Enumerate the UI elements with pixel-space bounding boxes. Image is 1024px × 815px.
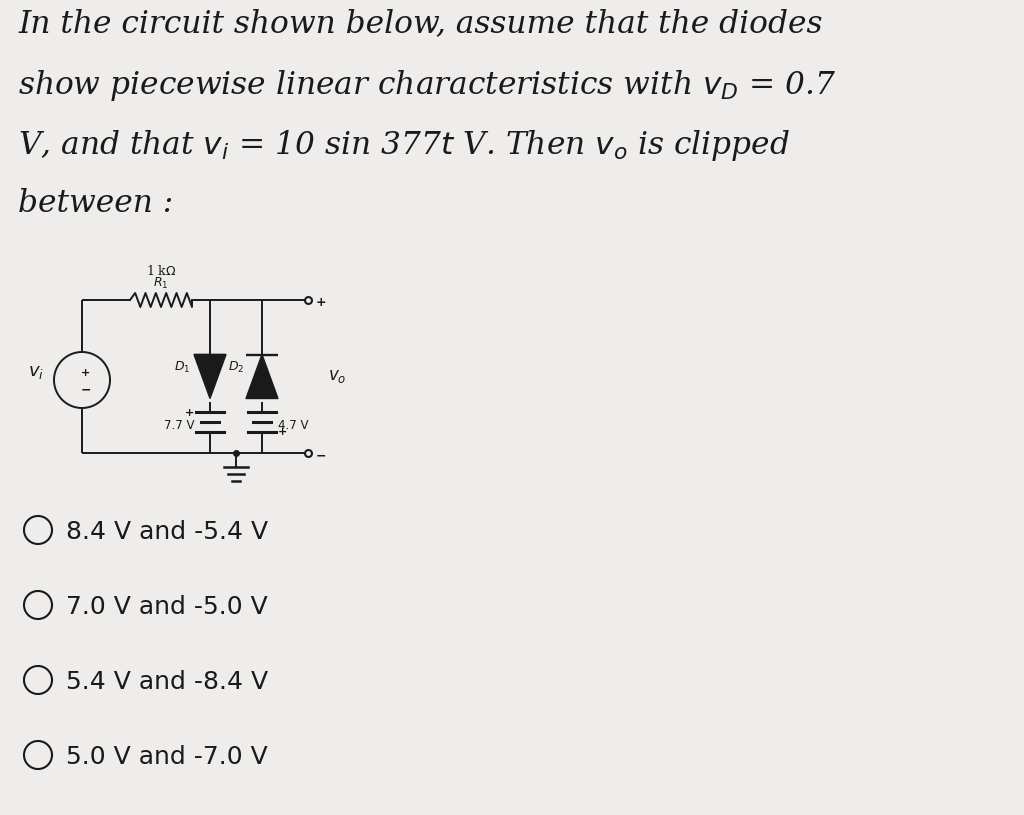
Text: +: +	[278, 427, 288, 438]
Text: In the circuit shown below, assume that the diodes: In the circuit shown below, assume that …	[18, 8, 822, 39]
Text: $D_2$: $D_2$	[227, 359, 244, 375]
Text: between :: between :	[18, 188, 173, 219]
Text: 8.4 V and -5.4 V: 8.4 V and -5.4 V	[66, 520, 268, 544]
Text: $D_1$: $D_1$	[174, 359, 190, 375]
Text: 5.4 V and -8.4 V: 5.4 V and -8.4 V	[66, 670, 268, 694]
Text: 4.7 V: 4.7 V	[278, 419, 308, 432]
Text: $v_i$: $v_i$	[28, 363, 44, 381]
Text: 7.7 V: 7.7 V	[164, 419, 194, 432]
Text: 7.0 V and -5.0 V: 7.0 V and -5.0 V	[66, 595, 267, 619]
Text: V, and that $v_i$ = 10 sin 377$t$ V. Then $v_o$ is clipped: V, and that $v_i$ = 10 sin 377$t$ V. The…	[18, 128, 790, 163]
Text: show piecewise linear characteristics with $v_D$ = 0.7: show piecewise linear characteristics wi…	[18, 68, 837, 103]
Text: +: +	[81, 368, 91, 378]
Text: $R_1$: $R_1$	[154, 276, 169, 291]
Text: +: +	[316, 297, 327, 310]
Text: +: +	[184, 408, 194, 418]
Text: 1 k$\Omega$: 1 k$\Omega$	[145, 264, 176, 278]
Polygon shape	[246, 355, 278, 399]
Text: −: −	[81, 384, 91, 397]
Text: $v_o$: $v_o$	[328, 368, 346, 385]
Text: 5.0 V and -7.0 V: 5.0 V and -7.0 V	[66, 745, 267, 769]
Text: −: −	[316, 450, 327, 462]
Polygon shape	[194, 355, 226, 399]
